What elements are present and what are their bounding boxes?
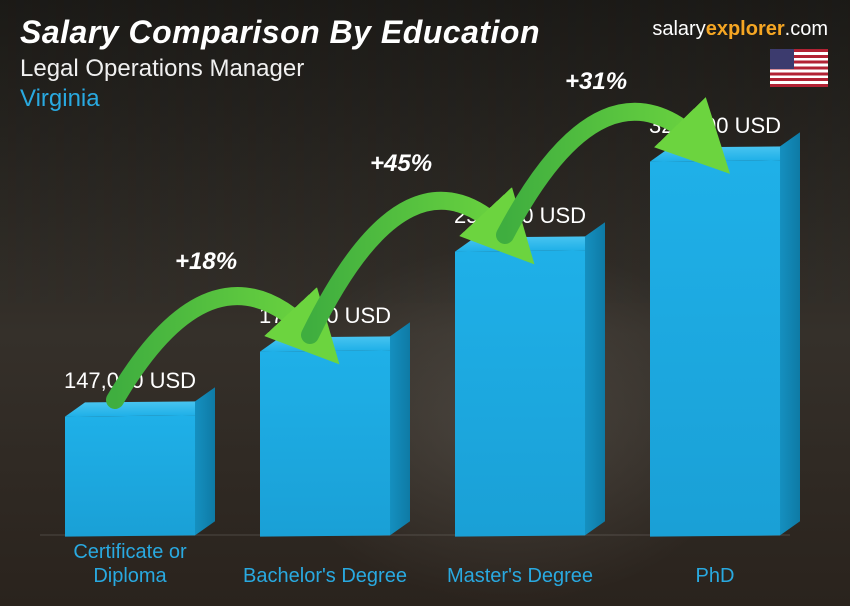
brand-block: salaryexplorer.com	[652, 18, 828, 87]
chart-subtitle: Legal Operations Manager	[20, 55, 540, 83]
chart-location: Virginia	[20, 85, 540, 113]
chart-title: Salary Comparison By Education	[20, 14, 540, 51]
brand-name: salaryexplorer.com	[652, 18, 828, 41]
flag-icon	[770, 49, 828, 87]
arc-label-2: +31%	[565, 68, 627, 96]
header: Salary Comparison By Education Legal Ope…	[20, 14, 540, 113]
